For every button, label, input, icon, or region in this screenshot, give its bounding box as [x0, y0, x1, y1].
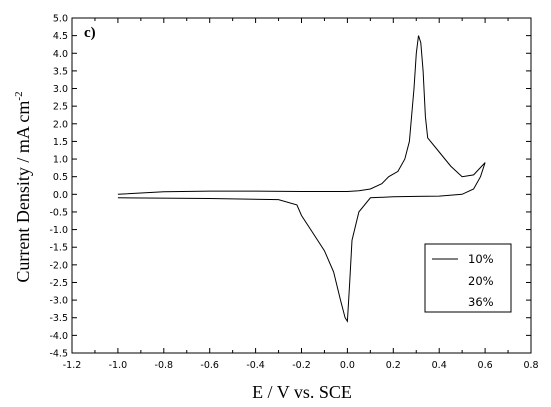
plot-frame	[71, 17, 532, 354]
x-tick-label: 0.0	[340, 360, 355, 371]
y-tick-label: -4.0	[49, 331, 68, 342]
x-tick-label: -1.0	[109, 360, 128, 371]
x-tick-label: -0.2	[292, 360, 311, 371]
y-axis-label-group: Current Density / mA cm-2	[13, 91, 33, 282]
y-axis-label: Current Density / mA cm-2	[13, 91, 33, 282]
panel-label: c)	[84, 25, 96, 41]
x-tick-label: -1.2	[63, 360, 82, 371]
y-tick-label: -1.5	[49, 243, 68, 254]
y-tick-label: 1.0	[53, 155, 68, 166]
x-tick-label: -0.4	[246, 360, 265, 371]
x-tick-label: -0.6	[200, 360, 219, 371]
y-axis-label-superscript: -2	[13, 91, 25, 100]
tick-group: -1.2 -1.0 -0.8 -0.6 -0.4 -0.2 0.0 0.2 0.4 0.6 0.8 5…	[49, 14, 538, 372]
y-tick-label: 2.0	[53, 119, 68, 130]
x-tick-label: 0.2	[386, 360, 401, 371]
y-tick-label: 0.5	[53, 172, 68, 183]
y-tick-label: 4.0	[53, 49, 68, 60]
y-tick-label: -2.0	[49, 260, 68, 271]
y-tick-label: 0.0	[53, 190, 68, 201]
y-tick-label: -2.5	[49, 278, 68, 289]
legend-box	[424, 243, 512, 313]
y-tick-label: 3.0	[53, 84, 68, 95]
y-tick-label: -3.5	[49, 313, 68, 324]
y-tick-label: 1.5	[53, 137, 68, 148]
legend-label-36pct: 36%	[468, 295, 494, 309]
y-tick-label: -1.0	[49, 225, 68, 236]
y-tick-label: -4.5	[49, 349, 68, 360]
y-tick-label: 2.5	[53, 102, 68, 113]
x-tick-label: 0.4	[432, 360, 447, 371]
y-tick-label: 3.5	[53, 66, 68, 77]
y-tick-label: -3.0	[49, 296, 68, 307]
legend: 10% 20% 36%	[424, 243, 512, 313]
y-tick-label: 5.0	[53, 14, 68, 25]
x-axis-label: E / V vs. SCE	[252, 382, 352, 402]
legend-label-10pct: 10%	[468, 252, 494, 266]
y-tick-label: -0.5	[49, 207, 68, 218]
series-line-10pct	[117, 35, 486, 323]
legend-label-20pct: 20%	[468, 274, 494, 288]
x-tick-label: 0.6	[478, 360, 493, 371]
x-tick-label: -0.8	[155, 360, 174, 371]
y-tick-label: 4.5	[53, 31, 68, 42]
x-tick-label: 0.8	[523, 360, 538, 371]
